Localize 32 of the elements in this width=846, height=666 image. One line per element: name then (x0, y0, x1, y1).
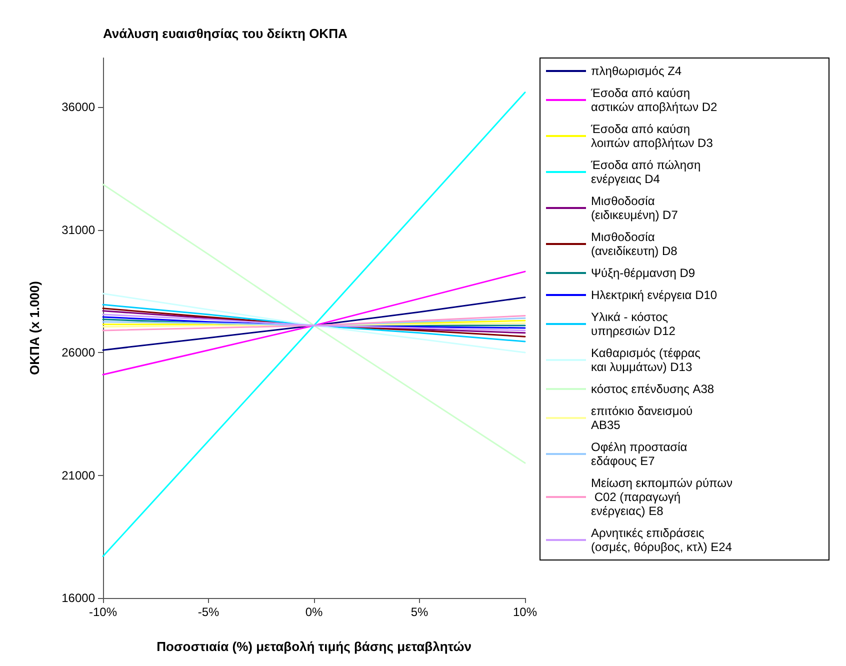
y-tick-label: 26000 (62, 346, 96, 360)
legend-label: Έσοδα από πώληση ενέργειας D4 (590, 158, 704, 186)
legend-label: Αρνητικές επιδράσεις (οσμές, θόρυβος, κτλ) E24 (591, 526, 732, 554)
legend-label: πληθωρισμός Z4 (591, 64, 682, 78)
legend-label: επιτόκιο δανεισμού AB35 (591, 404, 696, 432)
y-tick-label: 31000 (62, 222, 96, 237)
legend-label: Ηλεκτρική ενέργεια D10 (591, 288, 718, 302)
y-axis-title: ΟΚΠΑ (x 1.000) (27, 281, 42, 375)
legend-label: Μισθοδοσία (ειδικευμένη) D7 (591, 194, 678, 222)
legend-label: κόστος επένδυσης A38 (591, 382, 714, 396)
legend-label: Οφέλη προστασία εδάφους E7 (591, 440, 691, 468)
line-series (102, 270, 526, 376)
x-tick-label: 10% (512, 605, 538, 619)
line-series (102, 184, 526, 464)
line-series (102, 304, 526, 342)
x-tick-label: -10% (88, 605, 118, 619)
y-tick-label: 36000 (62, 100, 96, 114)
legend-label: Μείωση εκπομπών ρύπων C02 (παραγωγή ενέργειας) E8 (591, 476, 733, 518)
x-tick-label: 0% (305, 605, 323, 619)
legend-label: Έσοδα από καύση λοιπών αποβλήτων D3 (590, 122, 714, 150)
legend-label: Έσοδα από καύση αστικών αποβλήτων D2 (590, 86, 718, 114)
legend-label: Μισθοδοσία (ανειδίκευτη) D8 (591, 230, 678, 258)
y-tick-label: 16000 (62, 591, 96, 605)
x-tick-label: 5% (410, 605, 428, 619)
chart-title: Ανάλυση ευαισθησίας του δείκτη ΟΚΠΑ (103, 26, 348, 41)
x-axis-title: Ποσοστιαία (%) μεταβολή τιμής βάσης μεταβλητών (156, 639, 472, 654)
y-tick-label: 21000 (62, 468, 96, 482)
legend-label: Ψύξη-θέρμανση D9 (591, 266, 696, 280)
line-series (102, 92, 526, 558)
legend-label: Καθαρισμός (τέφρας και λυμμάτων) D13 (591, 346, 704, 374)
legend-label: Υλικά - κόστος υπηρεσιών D12 (591, 310, 676, 338)
x-tick-label: -5% (198, 605, 220, 619)
